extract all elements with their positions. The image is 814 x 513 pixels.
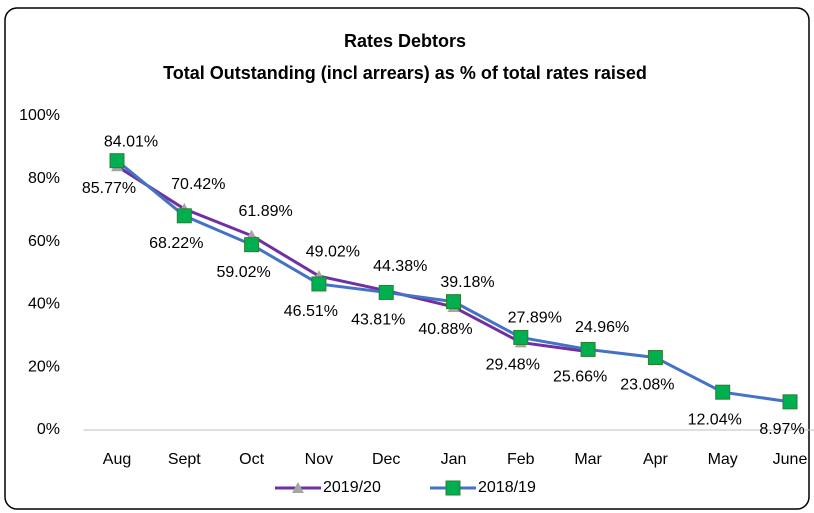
chart-title: Rates Debtors (344, 31, 466, 51)
data-point (378, 284, 394, 300)
x-tick-label: May (708, 451, 738, 468)
data-label: 40.88% (418, 321, 472, 338)
x-tick-label: Nov (305, 451, 333, 468)
data-label: 24.96% (575, 319, 629, 336)
data-label: 84.01% (104, 133, 158, 150)
x-tick-label: Feb (507, 451, 535, 468)
x-tick-label: Oct (239, 451, 264, 468)
data-label: 85.77% (82, 180, 136, 197)
x-tick-label: June (773, 451, 808, 468)
legend-label: 2019/20 (323, 479, 381, 496)
y-tick-label: 60% (28, 233, 60, 250)
x-tick-label: Mar (574, 451, 602, 468)
data-point (176, 208, 192, 224)
data-label: 39.18% (440, 274, 494, 291)
data-point (782, 394, 798, 410)
data-label: 49.02% (306, 243, 360, 260)
legend-marker (292, 482, 304, 493)
data-label: 8.97% (759, 421, 804, 438)
data-label: 12.04% (688, 411, 742, 428)
data-label: 43.81% (351, 312, 405, 329)
data-point (513, 329, 529, 345)
data-point (446, 294, 461, 310)
legend-marker (445, 480, 461, 496)
data-point (647, 350, 663, 366)
y-tick-label: 0% (37, 421, 60, 438)
data-label: 70.42% (171, 176, 225, 193)
data-point (244, 237, 260, 253)
data-point (715, 384, 731, 400)
x-tick-label: Jan (441, 451, 467, 468)
chart-subtitle: Total Outstanding (incl arrears) as % of… (163, 63, 647, 83)
y-tick-label: 40% (28, 296, 60, 313)
data-label: 29.48% (486, 357, 540, 374)
data-label: 27.89% (508, 310, 562, 327)
x-tick-label: Apr (643, 451, 669, 468)
data-label: 25.66% (553, 369, 607, 386)
data-label: 44.38% (373, 258, 427, 275)
data-label: 23.08% (620, 377, 674, 394)
data-label: 59.02% (216, 264, 270, 281)
x-tick-label: Dec (372, 451, 400, 468)
data-label: 46.51% (284, 303, 338, 320)
x-tick-label: Aug (103, 451, 131, 468)
data-label: 61.89% (238, 203, 292, 220)
legend-label: 2018/19 (478, 479, 536, 496)
data-point (109, 153, 125, 169)
y-tick-label: 80% (28, 170, 60, 187)
data-label: 68.22% (149, 235, 203, 252)
y-tick-label: 100% (19, 107, 60, 124)
x-tick-label: Sept (168, 451, 201, 468)
y-tick-label: 20% (28, 358, 60, 375)
series-line (116, 164, 589, 354)
data-point (580, 341, 596, 357)
data-point (311, 276, 327, 292)
chart-border (4, 7, 810, 510)
